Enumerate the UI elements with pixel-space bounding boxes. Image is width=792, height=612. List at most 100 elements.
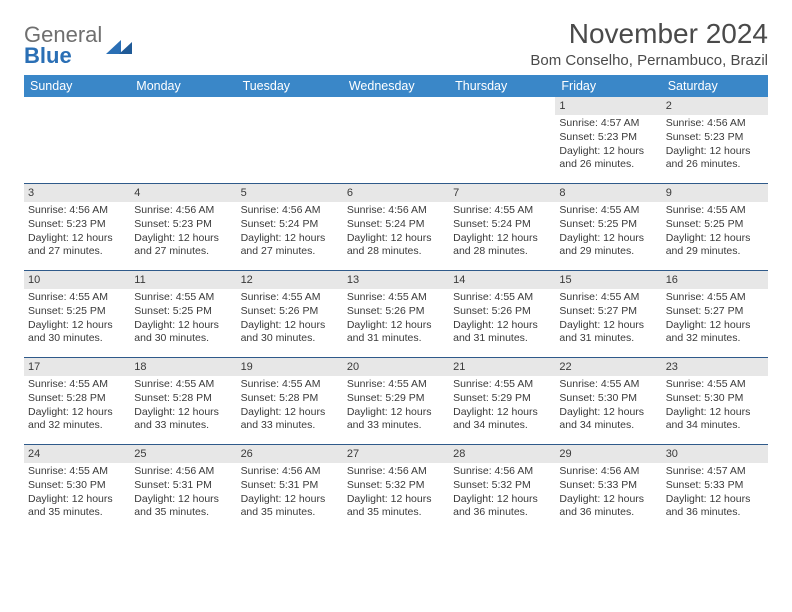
day-cell: 21Sunrise: 4:55 AMSunset: 5:29 PMDayligh…	[449, 358, 555, 444]
day-detail-line: Sunrise: 4:56 AM	[134, 204, 232, 218]
week-row: 24Sunrise: 4:55 AMSunset: 5:30 PMDayligh…	[24, 445, 768, 531]
day-detail-line: Daylight: 12 hours and 26 minutes.	[666, 145, 764, 172]
day-detail-line: Sunrise: 4:56 AM	[241, 465, 339, 479]
month-title: November 2024	[530, 18, 768, 50]
day-detail-line: Daylight: 12 hours and 31 minutes.	[347, 319, 445, 346]
day-detail-line: Daylight: 12 hours and 30 minutes.	[28, 319, 126, 346]
day-cell: 11Sunrise: 4:55 AMSunset: 5:25 PMDayligh…	[130, 271, 236, 357]
day-detail-line: Daylight: 12 hours and 35 minutes.	[241, 493, 339, 520]
week-row: 10Sunrise: 4:55 AMSunset: 5:25 PMDayligh…	[24, 271, 768, 357]
day-number: 15	[555, 271, 661, 289]
day-detail-line: Sunset: 5:25 PM	[559, 218, 657, 232]
day-detail-line: Sunrise: 4:55 AM	[453, 204, 551, 218]
day-detail-line: Sunset: 5:33 PM	[666, 479, 764, 493]
day-detail-line: Sunset: 5:30 PM	[28, 479, 126, 493]
day-detail-line: Daylight: 12 hours and 33 minutes.	[347, 406, 445, 433]
day-number: 30	[662, 445, 768, 463]
day-cell: 13Sunrise: 4:55 AMSunset: 5:26 PMDayligh…	[343, 271, 449, 357]
day-detail-line: Sunrise: 4:55 AM	[347, 378, 445, 392]
day-cell: 5Sunrise: 4:56 AMSunset: 5:24 PMDaylight…	[237, 184, 343, 270]
day-number: 24	[24, 445, 130, 463]
day-detail-line: Daylight: 12 hours and 33 minutes.	[134, 406, 232, 433]
day-detail-line: Daylight: 12 hours and 35 minutes.	[347, 493, 445, 520]
day-detail-line: Sunset: 5:26 PM	[241, 305, 339, 319]
day-cell: 23Sunrise: 4:55 AMSunset: 5:30 PMDayligh…	[662, 358, 768, 444]
day-detail-line: Daylight: 12 hours and 34 minutes.	[559, 406, 657, 433]
day-cell: 9Sunrise: 4:55 AMSunset: 5:25 PMDaylight…	[662, 184, 768, 270]
day-detail-line: Daylight: 12 hours and 32 minutes.	[28, 406, 126, 433]
day-detail-line: Daylight: 12 hours and 36 minutes.	[559, 493, 657, 520]
week-row: .....1Sunrise: 4:57 AMSunset: 5:23 PMDay…	[24, 97, 768, 183]
day-detail-line: Sunset: 5:24 PM	[241, 218, 339, 232]
day-detail-line: Sunrise: 4:55 AM	[666, 204, 764, 218]
day-detail-line: Sunset: 5:28 PM	[28, 392, 126, 406]
day-number: 10	[24, 271, 130, 289]
day-cell: 18Sunrise: 4:55 AMSunset: 5:28 PMDayligh…	[130, 358, 236, 444]
day-detail-line: Sunrise: 4:55 AM	[241, 291, 339, 305]
day-number: 7	[449, 184, 555, 202]
calendar-grid: SundayMondayTuesdayWednesdayThursdayFrid…	[24, 75, 768, 531]
day-cell: 7 Sunrise: 4:55 AMSunset: 5:24 PMDaylight…	[449, 184, 555, 270]
empty-cell: .	[343, 97, 449, 183]
day-cell: 30Sunrise: 4:57 AMSunset: 5:33 PMDayligh…	[662, 445, 768, 531]
day-detail-line: Sunset: 5:25 PM	[666, 218, 764, 232]
day-cell: 3 Sunrise: 4:56 AMSunset: 5:23 PMDaylight…	[24, 184, 130, 270]
empty-cell: .	[130, 97, 236, 183]
day-detail-line: Daylight: 12 hours and 29 minutes.	[559, 232, 657, 259]
day-detail-line: Sunrise: 4:56 AM	[666, 117, 764, 131]
day-detail-line: Sunset: 5:29 PM	[347, 392, 445, 406]
weekday-header: Sunday	[24, 75, 130, 97]
day-detail-line: Daylight: 12 hours and 27 minutes.	[28, 232, 126, 259]
day-detail-line: Sunrise: 4:55 AM	[28, 378, 126, 392]
logo-text: General Blue	[24, 24, 102, 67]
day-detail-line: Sunrise: 4:55 AM	[666, 291, 764, 305]
day-number: 1	[555, 97, 661, 115]
day-detail-line: Sunset: 5:23 PM	[28, 218, 126, 232]
day-detail-line: Daylight: 12 hours and 30 minutes.	[134, 319, 232, 346]
day-number: 3	[24, 184, 130, 202]
day-cell: 27Sunrise: 4:56 AMSunset: 5:32 PMDayligh…	[343, 445, 449, 531]
day-detail-line: Sunset: 5:24 PM	[453, 218, 551, 232]
day-cell: 28Sunrise: 4:56 AMSunset: 5:32 PMDayligh…	[449, 445, 555, 531]
weekday-header: Monday	[130, 75, 236, 97]
day-number: 4	[130, 184, 236, 202]
page-header: General Blue November 2024 Bom Conselho,…	[24, 18, 768, 69]
day-cell: 10Sunrise: 4:55 AMSunset: 5:25 PMDayligh…	[24, 271, 130, 357]
day-number: 17	[24, 358, 130, 376]
day-number: 23	[662, 358, 768, 376]
day-detail-line: Sunset: 5:32 PM	[453, 479, 551, 493]
day-detail-line: Sunset: 5:31 PM	[241, 479, 339, 493]
day-detail-line: Daylight: 12 hours and 35 minutes.	[28, 493, 126, 520]
day-detail-line: Sunrise: 4:55 AM	[453, 378, 551, 392]
logo-line2: Blue	[24, 45, 102, 67]
day-cell: 12Sunrise: 4:55 AMSunset: 5:26 PMDayligh…	[237, 271, 343, 357]
day-detail-line: Daylight: 12 hours and 27 minutes.	[241, 232, 339, 259]
day-detail-line: Sunrise: 4:56 AM	[134, 465, 232, 479]
day-number: 20	[343, 358, 449, 376]
day-detail-line: Sunset: 5:32 PM	[347, 479, 445, 493]
day-cell: 16Sunrise: 4:55 AMSunset: 5:27 PMDayligh…	[662, 271, 768, 357]
day-detail-line: Daylight: 12 hours and 36 minutes.	[453, 493, 551, 520]
day-detail-line: Sunrise: 4:56 AM	[28, 204, 126, 218]
day-detail-line: Sunrise: 4:56 AM	[347, 465, 445, 479]
weekday-header: Thursday	[449, 75, 555, 97]
day-number: 16	[662, 271, 768, 289]
day-number: 19	[237, 358, 343, 376]
day-detail-line: Sunset: 5:23 PM	[559, 131, 657, 145]
day-detail-line: Daylight: 12 hours and 28 minutes.	[453, 232, 551, 259]
day-number: 9	[662, 184, 768, 202]
day-detail-line: Daylight: 12 hours and 34 minutes.	[453, 406, 551, 433]
day-detail-line: Daylight: 12 hours and 31 minutes.	[559, 319, 657, 346]
day-cell: 26Sunrise: 4:56 AMSunset: 5:31 PMDayligh…	[237, 445, 343, 531]
day-detail-line: Sunset: 5:28 PM	[134, 392, 232, 406]
day-detail-line: Daylight: 12 hours and 32 minutes.	[666, 319, 764, 346]
day-detail-line: Sunrise: 4:55 AM	[559, 291, 657, 305]
day-cell: 1Sunrise: 4:57 AMSunset: 5:23 PMDaylight…	[555, 97, 661, 183]
empty-cell: .	[449, 97, 555, 183]
day-detail-line: Sunrise: 4:55 AM	[559, 204, 657, 218]
day-cell: 17 Sunrise: 4:55 AMSunset: 5:28 PMDayligh…	[24, 358, 130, 444]
week-row: 17Sunrise: 4:55 AMSunset: 5:28 PMDayligh…	[24, 358, 768, 444]
weekday-header: Friday	[555, 75, 661, 97]
day-number: 25	[130, 445, 236, 463]
calendar-page: General Blue November 2024 Bom Conselho,…	[0, 0, 792, 531]
